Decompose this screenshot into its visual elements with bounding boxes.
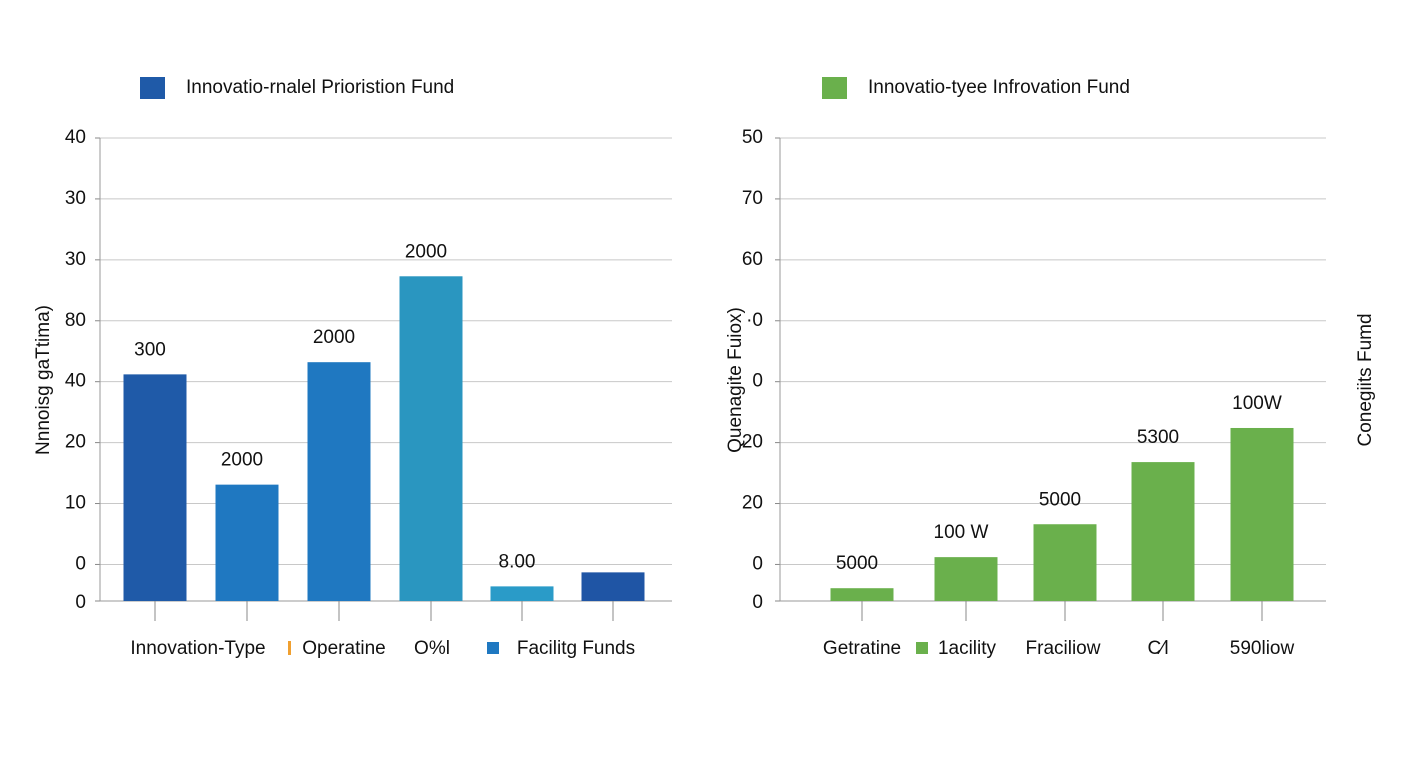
y-tick-label: 40	[65, 127, 86, 148]
bar-label: 5000	[836, 553, 878, 574]
y-tick-label: 0	[75, 592, 86, 613]
y-tick-label: 40	[65, 371, 86, 392]
bar	[490, 586, 554, 601]
legend-label: Innovatio-tyee Infrovation Fund	[868, 77, 1130, 98]
bar	[1131, 462, 1195, 601]
x-label-marker	[916, 642, 928, 654]
bar	[934, 557, 998, 601]
y-tick-label: 50	[742, 127, 763, 148]
x-tick-label: Facilitg Funds	[517, 638, 635, 659]
bar-label: 2000	[405, 241, 447, 262]
bar-label: 2000	[313, 327, 355, 348]
x-tick-label: Innovation-Type	[130, 638, 265, 659]
y2-axis-title: Conegiits Fumd	[1355, 313, 1376, 446]
bar	[830, 588, 894, 601]
y-tick-label: 0	[75, 553, 86, 574]
bar-label: 300	[134, 339, 166, 360]
bar-label: 8.00	[499, 551, 536, 572]
bar-label: 100 W	[934, 522, 989, 543]
x-label-marker	[288, 641, 291, 655]
x-tick-label: Fraciliow	[1026, 638, 1101, 659]
y-tick-label: 30	[65, 188, 86, 209]
y-tick-label: 10	[65, 493, 86, 514]
y-axis-title: Quenagite Fuiox)	[725, 307, 746, 453]
bar	[399, 276, 463, 601]
y-tick-label: 0	[752, 371, 763, 392]
y-tick-label: 0	[752, 592, 763, 613]
legend-swatch	[822, 77, 847, 99]
bar	[1033, 524, 1097, 601]
bar-label: 5000	[1039, 489, 1081, 510]
y-tick-label: ·0	[746, 310, 763, 331]
bar	[581, 572, 645, 601]
bar	[215, 484, 279, 601]
legend-swatch	[140, 77, 165, 99]
x-tick-label: Operatine	[302, 638, 385, 659]
y-tick-label: 0	[752, 553, 763, 574]
bar-label: 100W	[1232, 393, 1282, 414]
y-axis-title: Nnnoisg gaTtima)	[33, 305, 54, 455]
x-label-marker	[487, 642, 499, 654]
bar	[123, 374, 187, 601]
y-tick-label: 20	[65, 432, 86, 453]
x-tick-label: 1acility	[938, 638, 997, 659]
bar-label: 2000	[221, 450, 263, 471]
y-tick-label: 20	[742, 493, 763, 514]
legend-label: Innovatio-rnalel Prioristion Fund	[186, 77, 454, 98]
bar	[1230, 427, 1294, 601]
y-tick-label: 80	[65, 310, 86, 331]
y-tick-label: 60	[742, 249, 763, 270]
bar-label: 5300	[1137, 427, 1179, 448]
x-tick-label: O%l	[414, 638, 450, 659]
y-tick-label: 30	[65, 249, 86, 270]
bar	[307, 362, 371, 601]
y-tick-label: 20	[742, 432, 763, 453]
x-tick-label: C⁄l	[1147, 638, 1168, 659]
y-tick-label: 70	[742, 188, 763, 209]
x-tick-label: Getratine	[823, 638, 901, 659]
x-tick-label: 590liow	[1230, 638, 1295, 659]
